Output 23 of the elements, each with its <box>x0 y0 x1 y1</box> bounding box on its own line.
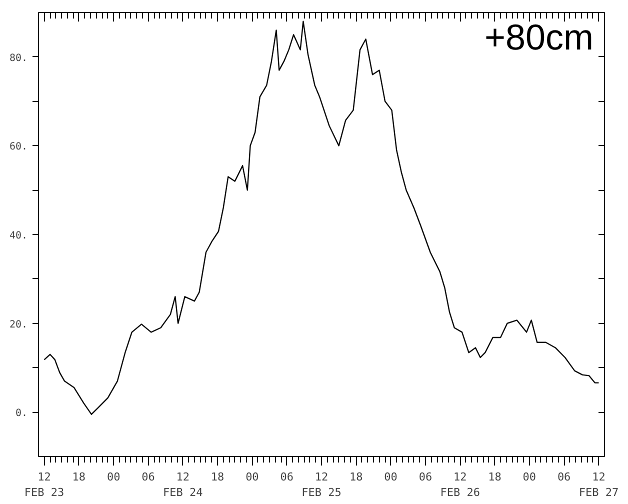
x-tick-label: 12 FEB 25 <box>302 470 342 500</box>
y-tick-label: 80. <box>9 52 28 64</box>
y-tick-label: 40. <box>9 230 28 242</box>
x-tick-label: 12 FEB 26 <box>440 470 480 500</box>
x-tick-label: 12 FEB 23 <box>24 470 64 500</box>
x-tick-label: 18 <box>488 470 502 484</box>
x-tick-label: 12 FEB 24 <box>163 470 204 500</box>
x-tick-label: 06 <box>418 470 432 484</box>
x-tick-label: 00 <box>106 470 120 484</box>
y-tick-label: 20. <box>9 319 28 330</box>
x-tick-label: 00 <box>246 470 259 484</box>
x-tick-label: 06 <box>142 470 155 484</box>
y-tick-label: 60. <box>9 142 28 153</box>
x-tick-label: 00 <box>384 470 398 484</box>
x-tick-label: 12 FEB 27 <box>578 470 619 500</box>
x-tick-label: 00 <box>522 470 536 484</box>
x-tick-label: 18 <box>72 470 86 484</box>
x-tick-label: 06 <box>557 470 571 484</box>
y-tick-label: 0. <box>15 408 28 420</box>
annotation: +80cm <box>484 16 594 58</box>
x-tick-label: 06 <box>280 470 294 484</box>
x-tick-label: 18 <box>210 470 224 484</box>
x-tick-label: 18 <box>350 470 363 484</box>
